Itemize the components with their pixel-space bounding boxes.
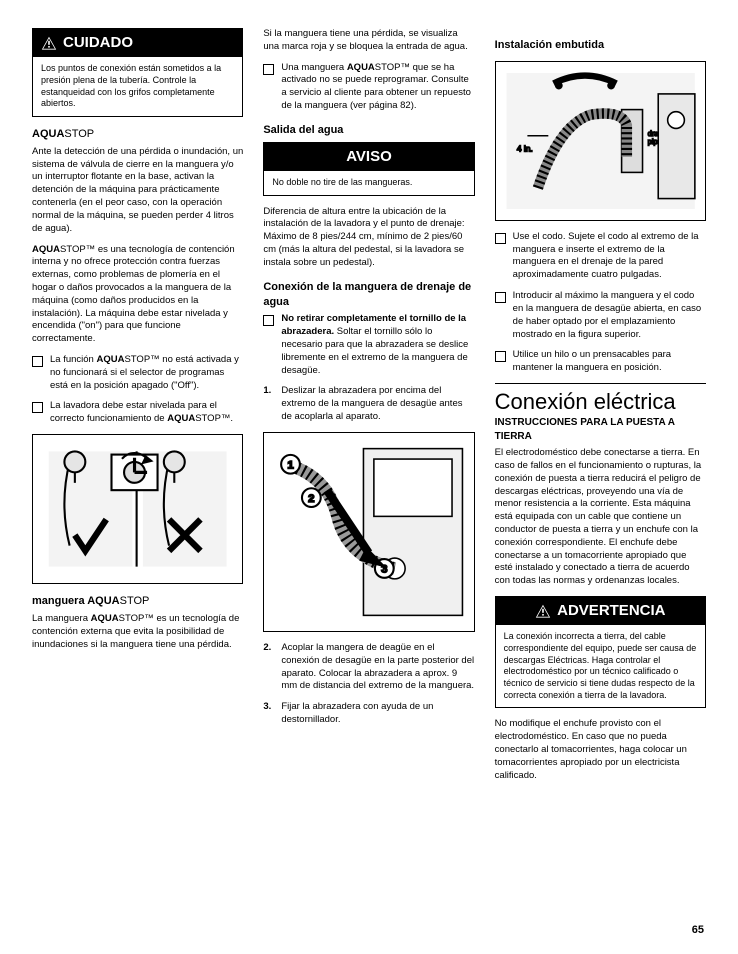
aviso-body: No doble no tire de las mangueras. xyxy=(264,171,473,195)
cuidado-title: CUIDADO xyxy=(63,33,133,53)
warning-icon xyxy=(41,36,57,50)
figure-faucet-valves xyxy=(32,434,243,584)
instalacion-heading: Instalación embutida xyxy=(495,38,706,53)
instrucciones-p: El electrodoméstico debe conectarse a ti… xyxy=(495,447,706,588)
tail-p: No modifique el enchufe provisto con el … xyxy=(495,718,706,782)
svg-text:2: 2 xyxy=(308,493,314,505)
diff-p: Diferencia de altura entre la ubicación … xyxy=(263,206,474,270)
aquastop-p1: Ante la detección de una pérdida o inund… xyxy=(32,146,243,236)
advertencia-title: ADVERTENCIA xyxy=(557,601,665,621)
manguera-heading: manguera AQUASTOP xyxy=(32,594,243,609)
svg-text:1: 1 xyxy=(288,459,295,471)
advertencia-header: ADVERTENCIA xyxy=(496,597,705,625)
drain-steps-bottom: 2.Acoplar la mangera de deagüe en el con… xyxy=(263,642,474,727)
list-item: 2.Acoplar la mangera de deagüe en el con… xyxy=(263,642,474,693)
list-item: Una manguera AQUASTOP™ que se ha activad… xyxy=(263,62,474,113)
cuidado-header: CUIDADO xyxy=(33,29,242,57)
warning-icon xyxy=(535,604,551,618)
list-item: La función AQUASTOP™ no está activada y … xyxy=(32,354,243,392)
figure-drain-hose: 1 2 3 xyxy=(263,432,474,632)
aviso-header: AVISO xyxy=(264,143,473,171)
col2-top-bullet: Una manguera AQUASTOP™ que se ha activad… xyxy=(263,62,474,113)
figure-wall-drain: drain pipe 4 in. xyxy=(495,61,706,221)
salida-heading: Salida del agua xyxy=(263,123,474,138)
list-item: Use el codo. Sujete el codo al extremo d… xyxy=(495,231,706,282)
list-item: Introducir al máximo la manguera y el co… xyxy=(495,290,706,341)
drain-sq-list: No retirar completamente el tornillo de … xyxy=(263,313,474,377)
page-number: 65 xyxy=(692,923,704,938)
conexion-electrica-heading: Conexión eléctrica xyxy=(495,383,706,414)
aquastop-bullets: La función AQUASTOP™ no está activada y … xyxy=(32,354,243,426)
advertencia-body: La conexión incorrecta a tierra, del cab… xyxy=(496,625,705,707)
aquastop-p2: AQUASTOP™ es una tecnología de contenció… xyxy=(32,244,243,347)
col2-top-p: Si la manguera tiene una pérdida, se vis… xyxy=(263,28,474,54)
install-bullets: Use el codo. Sujete el codo al extremo d… xyxy=(495,231,706,375)
conex-manguera-heading: Conexión de la manguera de drenaje de ag… xyxy=(263,280,474,310)
list-item: 1.Deslizar la abrazadera por encima del … xyxy=(263,385,474,423)
cuidado-body: Los puntos de conexión están sometidos a… xyxy=(33,57,242,116)
four-in-label: 4 in. xyxy=(517,143,533,153)
instrucciones-heading: INSTRUCCIONES PARA LA PUESTA A TIERRA xyxy=(495,416,706,443)
list-item: No retirar completamente el tornillo de … xyxy=(263,313,474,377)
list-item: Utilice un hilo o un prensacables para m… xyxy=(495,349,706,375)
drain-steps-top: 1.Deslizar la abrazadera por encima del … xyxy=(263,385,474,423)
aviso-title: AVISO xyxy=(346,147,392,167)
manguera-p: La manguera AQUASTOP™ es un tecnología d… xyxy=(32,613,243,651)
aquastop-heading: AQUASTOP xyxy=(32,127,243,142)
list-item: 3.Fijar la abrazadera con ayuda de un de… xyxy=(263,701,474,727)
list-item: La lavadora debe estar nivelada para el … xyxy=(32,400,243,426)
